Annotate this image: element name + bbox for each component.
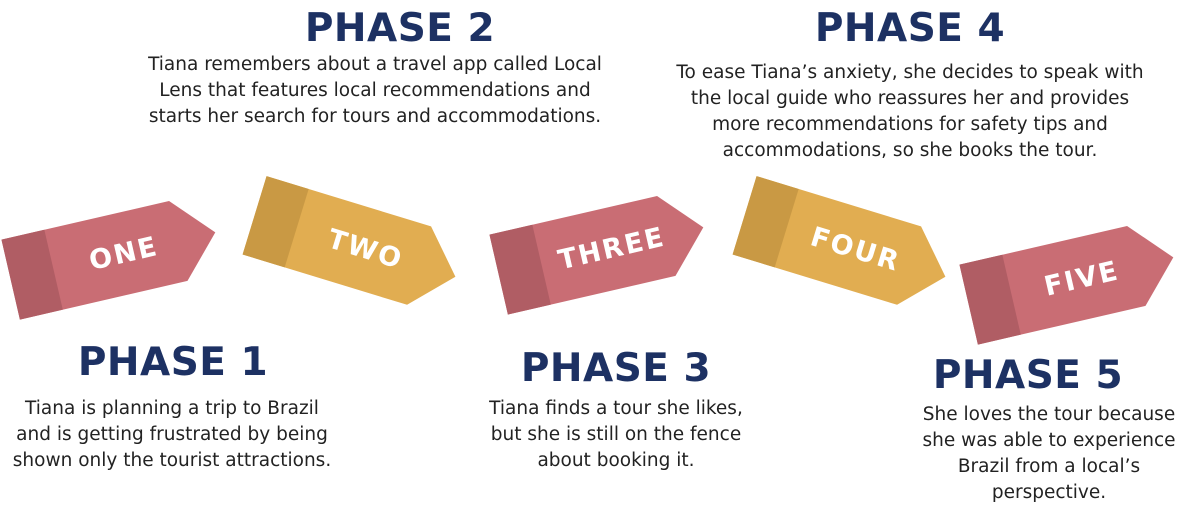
tag-one-label: ONE [86,230,162,277]
phase-2-description: Tiana remembers about a travel app calle… [148,54,602,127]
phase-3-title: PHASE 3 [520,346,712,391]
tag-three: THREE [489,187,712,315]
tag-five: FIVE [959,217,1180,345]
phase-5-description: She loves the tour because she was able … [922,404,1176,503]
phase-5-title: PHASE 5 [932,353,1124,398]
phase-3-description: Tiana finds a tour she likes, but she is… [489,398,743,471]
phase-4-description: To ease Tiana’s anxiety, she decides to … [676,62,1144,161]
tag-three-label: THREE [555,221,669,276]
phase-1-title: PHASE 1 [77,340,269,385]
tag-two-label: TWO [324,223,407,276]
tag-one: ONE [1,192,224,320]
phase-1-description: Tiana is planning a trip to Brazil and i… [12,398,332,471]
tag-two: TWO [242,176,468,316]
tag-four-label: FOUR [806,220,905,278]
phase-4-title: PHASE 4 [814,6,1006,51]
tag-five-label: FIVE [1041,254,1123,303]
tag-four: FOUR [732,176,958,316]
phase-2-title: PHASE 2 [304,6,496,51]
